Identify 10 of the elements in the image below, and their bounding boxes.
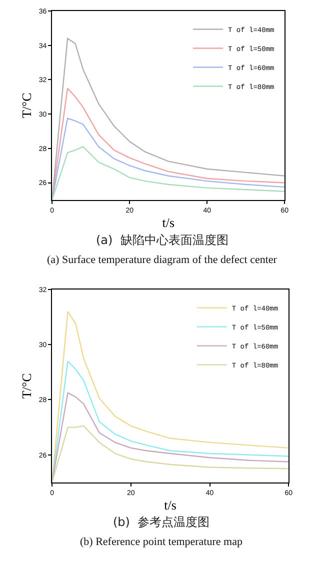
text: (b) Reference point temperature map: [80, 536, 243, 548]
y-axis-title: T/°C: [18, 92, 34, 118]
line-series: [52, 146, 285, 200]
text: (b) 参考点温度图: [113, 515, 210, 529]
text: (a) 缺陷中心表面温度图: [96, 233, 228, 247]
line-series: [52, 425, 289, 482]
y-axis-title: T/°C: [18, 373, 34, 399]
text: (a) Surface temperature diagram of the defect center: [47, 254, 278, 266]
x-axis-title: t/s: [164, 497, 176, 512]
x-axis-title: t/s: [162, 214, 175, 230]
